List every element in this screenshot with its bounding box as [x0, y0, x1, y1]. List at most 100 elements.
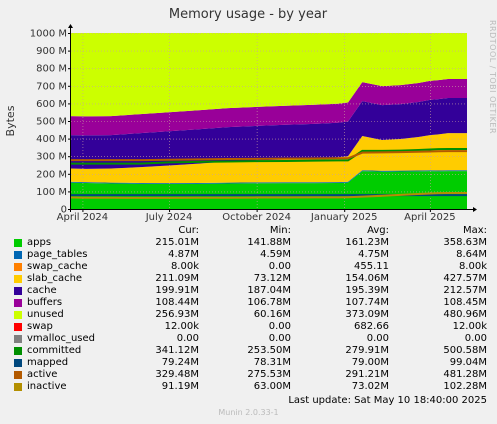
legend-max: 427.57M: [443, 273, 487, 284]
legend-cur: 215.01M: [155, 237, 199, 248]
legend-avg: 107.74M: [345, 297, 389, 308]
area-cache: [71, 97, 467, 169]
axes: [68, 24, 477, 212]
legend-avg: 195.39M: [345, 285, 389, 296]
legend-avg: 4.75M: [358, 249, 389, 260]
legend-cur: 329.48M: [155, 369, 199, 380]
legend-table: Cur: Min: Avg: Max: apps 215.01M 141.88M 16…: [0, 225, 497, 393]
line-inactive: [70, 191, 467, 199]
legend-swatch: [14, 299, 22, 307]
line-committed: [71, 147, 467, 165]
legend-row-unused: unused 256.93M 60.16M 373.09M 480.96M: [0, 309, 497, 321]
legend-swatch: [14, 287, 22, 295]
legend-avg: 73.02M: [351, 381, 389, 392]
legend-header-min: Min:: [269, 225, 291, 236]
legend-name: apps: [27, 237, 52, 248]
y-tick-label: 100 M: [36, 187, 67, 198]
y-tick-label: 400 M: [36, 134, 67, 145]
rrdtool-watermark: RRDTOOL / TOBI OETIKER: [488, 20, 497, 135]
legend-name: cache: [27, 285, 57, 296]
legend-swatch: [14, 263, 22, 271]
legend-cur: 0.00: [176, 333, 199, 344]
x-axis-arrow: [473, 207, 477, 212]
stacked-areas: [71, 33, 467, 209]
y-tick-label: 800 M: [36, 64, 67, 75]
legend-row-vmalloc_used: vmalloc_used 0.00 0.00 0.00 0.00: [0, 333, 497, 345]
legend-cur: 79.24M: [161, 357, 199, 368]
legend-min: 78.31M: [253, 357, 291, 368]
legend-name: slab_cache: [27, 273, 83, 284]
memory-chart: Memory usage - by year Bytes 0 100 M 200 M…: [4, 7, 477, 223]
legend-name: unused: [27, 309, 64, 320]
legend-avg: 79.00M: [351, 357, 389, 368]
legend-avg: 373.09M: [345, 309, 389, 320]
legend-min: 0.00: [268, 261, 291, 272]
legend-max: 12.00k: [452, 321, 487, 332]
legend-min: 275.53M: [247, 369, 291, 380]
legend-header-avg: Avg:: [367, 225, 389, 236]
legend-min: 187.04M: [247, 285, 291, 296]
legend-name: page_tables: [27, 249, 88, 260]
legend-swatch: [14, 371, 22, 379]
y-tick-label: 500 M: [36, 117, 67, 128]
legend-min: 0.00: [268, 333, 291, 344]
legend-avg: 154.06M: [345, 273, 389, 284]
legend-max: 108.45M: [443, 297, 487, 308]
legend-min: 0.00: [268, 321, 291, 332]
legend-swatch: [14, 347, 22, 355]
legend-swatch: [14, 275, 22, 283]
legend-name: committed: [27, 345, 82, 356]
legend-avg: 682.66: [354, 321, 389, 332]
legend-max: 102.28M: [443, 381, 487, 392]
x-tick-labels: April 2024 July 2024 October 2024 January 2…: [57, 209, 456, 223]
legend-header: Cur: Min: Avg: Max:: [0, 225, 497, 237]
legend-row-swap_cache: swap_cache 8.00k 0.00 455.11 8.00k: [0, 261, 497, 273]
legend-swatch: [14, 251, 22, 259]
x-tick-label: April 2024: [57, 212, 108, 223]
legend-row-page_tables: page_tables 4.87M 4.59M 4.75M 8.64M: [0, 249, 497, 261]
legend-name: mapped: [27, 357, 69, 368]
x-tick-label: July 2024: [145, 212, 193, 223]
legend-name: buffers: [27, 297, 63, 308]
y-tick-labels: 0 100 M 200 M 300 M 400 M 500 M 600 M 700 M 800 …: [30, 29, 71, 216]
legend-avg: 279.91M: [345, 345, 389, 356]
legend-min: 4.59M: [260, 249, 291, 260]
legend-avg: 161.23M: [345, 237, 389, 248]
legend-avg: 455.11: [354, 261, 389, 272]
legend-cur: 4.87M: [168, 249, 199, 260]
legend-name: swap_cache: [27, 261, 88, 272]
legend-min: 73.12M: [253, 273, 291, 284]
legend-min: 60.16M: [253, 309, 291, 320]
area-unused: [71, 33, 467, 117]
area-page_tables: [71, 170, 467, 185]
legend-row-inactive: inactive 91.19M 63.00M 73.02M 102.28M: [0, 381, 497, 393]
series-lines: [70, 147, 467, 199]
legend-name: inactive: [27, 381, 67, 392]
grid-lines: [71, 33, 467, 209]
legend-name: active: [27, 369, 58, 380]
legend-row-buffers: buffers 108.44M 106.78M 107.74M 108.45M: [0, 297, 497, 309]
y-tick-label: 200 M: [36, 169, 67, 180]
legend-min: 63.00M: [253, 381, 291, 392]
line-active: [71, 150, 467, 162]
legend-avg: 0.00: [366, 333, 389, 344]
legend-name: swap: [27, 321, 53, 332]
legend-cur: 8.00k: [170, 261, 199, 272]
legend-row-committed: committed 341.12M 253.50M 279.91M 500.58M: [0, 345, 497, 357]
legend-cur: 256.93M: [155, 309, 199, 320]
legend-cur: 12.00k: [164, 321, 199, 332]
legend-min: 106.78M: [247, 297, 291, 308]
legend-swatch: [14, 359, 22, 367]
x-tick-label: April 2025: [404, 212, 455, 223]
legend-min: 141.88M: [247, 237, 291, 248]
legend-cur: 91.19M: [161, 381, 199, 392]
legend-min: 253.50M: [247, 345, 291, 356]
y-tick-label: 0: [61, 205, 67, 216]
legend-max: 358.63M: [443, 237, 487, 248]
y-tick-label: 600 M: [36, 99, 67, 110]
chart-title: Memory usage - by year: [169, 7, 328, 22]
legend-max: 500.58M: [443, 345, 487, 356]
legend-rows: apps 215.01M 141.88M 161.23M 358.63M page_tab…: [0, 237, 497, 393]
legend-cur: 341.12M: [155, 345, 199, 356]
legend-row-apps: apps 215.01M 141.88M 161.23M 358.63M: [0, 237, 497, 249]
